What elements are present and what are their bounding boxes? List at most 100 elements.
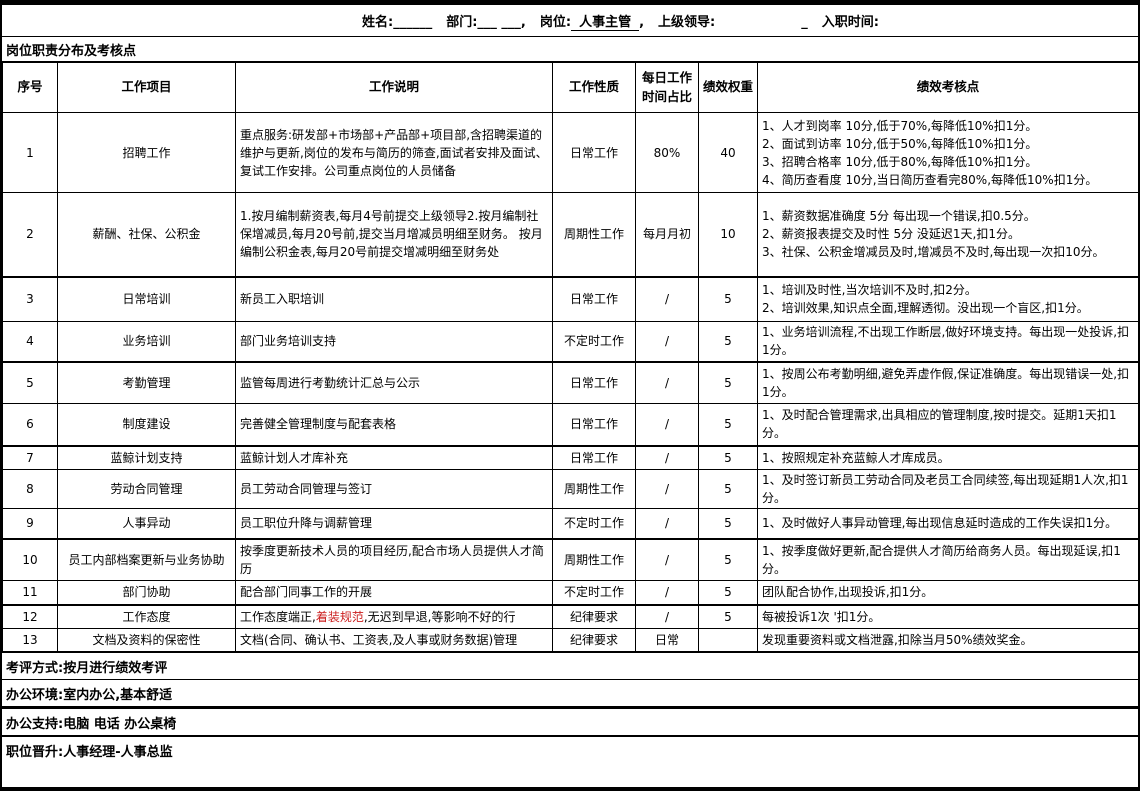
table-row: 12 工作态度 工作态度端正,着装规范,无迟到早退,等影响不好的行 纪律要求 /…: [2, 603, 1139, 629]
cell-points: 发现重要资料或文档泄露,扣除当月50%绩效奖金。: [757, 628, 1139, 652]
cell-ratio: /: [635, 444, 699, 470]
cell-points: 1、人才到岗率 10分,低于70%,每降低10%扣1分。 2、面试到访率 10分…: [757, 112, 1139, 193]
table-row: 10 员工内部档案更新与业务协助 按季度更新技术人员的项目经历,配合市场人员提供…: [2, 537, 1139, 581]
cell-weight: 5: [698, 275, 758, 322]
cell-ratio: /: [635, 275, 699, 322]
cell-points: 1、按周公布考勤明细,避免弄虚作假,保证准确度。每出现错误一处,扣1分。: [757, 360, 1139, 404]
cell-item: 薪酬、社保、公积金: [57, 192, 236, 277]
cell-item: 制度建设: [57, 403, 236, 446]
col-header-ratio: 每日工作 时间占比: [635, 62, 699, 113]
desc-text: ,无迟到早退,等影响不好的行: [363, 609, 516, 624]
cell-seq: 13: [2, 628, 58, 652]
cell-nature: 不定时工作: [552, 580, 636, 605]
cell-seq: 1: [2, 112, 58, 193]
cell-ratio: /: [635, 321, 699, 362]
cell-seq: 7: [2, 444, 58, 470]
cell-nature: 日常工作: [552, 360, 636, 404]
cell-item: 考勤管理: [57, 360, 236, 404]
cell-item: 业务培训: [57, 321, 236, 362]
cell-nature: 日常工作: [552, 112, 636, 193]
cell-weight: 5: [698, 537, 758, 581]
table-row: 4 业务培训 部门业务培训支持 不定时工作 / 5 1、业务培训流程,不出现工作…: [2, 321, 1139, 362]
col-header-item: 工作项目: [57, 62, 236, 113]
cell-nature: 周期性工作: [552, 192, 636, 277]
desc-text: 工作态度端正,: [240, 609, 316, 624]
cell-points: 每被投诉1次 '扣1分。: [757, 603, 1139, 629]
cell-ratio: /: [635, 537, 699, 581]
cell-nature: 不定时工作: [552, 321, 636, 362]
cell-seq: 10: [2, 537, 58, 581]
table-row: 11 部门协助 配合部门同事工作的开展 不定时工作 / 5 团队配合协作,出现投…: [2, 580, 1139, 605]
table-row: 1 招聘工作 重点服务:研发部+市场部+产品部+项目部,含招聘渠道的维护与更新,…: [2, 112, 1139, 193]
cell-ratio: /: [635, 469, 699, 509]
table-row: 3 日常培训 新员工入职培训 日常工作 / 5 1、培训及时性,当次培训不及时,…: [2, 275, 1139, 322]
cell-weight: 5: [698, 580, 758, 605]
cell-item: 招聘工作: [57, 112, 236, 193]
cell-ratio: 每月月初: [635, 192, 699, 277]
cell-weight: 10: [698, 192, 758, 277]
cell-nature: 纪律要求: [552, 603, 636, 629]
cell-nature: 周期性工作: [552, 537, 636, 581]
cell-desc: 员工职位升降与调薪管理: [235, 508, 553, 539]
join-time-label: 入职时间:: [821, 15, 879, 30]
cell-nature: 日常工作: [552, 403, 636, 446]
cell-seq: 9: [2, 508, 58, 539]
cell-weight: 5: [698, 469, 758, 509]
cell-points: 1、按季度做好更新,配合提供人才简历给商务人员。每出现延误,扣1分。: [757, 537, 1139, 581]
cell-ratio: /: [635, 580, 699, 605]
cell-weight: [698, 628, 758, 652]
cell-ratio: /: [635, 508, 699, 539]
cell-seq: 11: [2, 580, 58, 605]
cell-seq: 4: [2, 321, 58, 362]
cell-seq: 2: [2, 192, 58, 277]
cell-item: 劳动合同管理: [57, 469, 236, 509]
col-header-seq: 序号: [2, 62, 58, 113]
cell-nature: 纪律要求: [552, 628, 636, 652]
position-field: 岗位: 人事主管,: [539, 11, 645, 31]
name-label: 姓名:______: [362, 11, 432, 30]
cell-points: 1、及时做好人事异动管理,每出现信息延时造成的工作失误扣1分。: [757, 508, 1139, 539]
table-header-row: 序号 工作项目 工作说明 工作性质 每日工作 时间占比 绩效权重 绩效考核点: [2, 62, 1139, 113]
col-header-points: 绩效考核点: [757, 62, 1139, 113]
col-header-desc: 工作说明: [235, 62, 553, 113]
cell-ratio: 80%: [635, 112, 699, 193]
table-row: 9 人事异动 员工职位升降与调薪管理 不定时工作 / 5 1、及时做好人事异动管…: [2, 508, 1139, 539]
table-row: 2 薪酬、社保、公积金 1.按月编制薪资表,每月4号前提交上级领导2.按月编制社…: [2, 192, 1139, 277]
cell-points: 1、及时配合管理需求,出具相应的管理制度,按时提交。延期1天扣1分。: [757, 403, 1139, 446]
position-label: 岗位:: [539, 15, 572, 30]
footer-office-support: 办公支持:电脑 电话 办公桌椅: [2, 706, 1138, 735]
footer-eval-method: 考评方式:按月进行绩效考评: [2, 652, 1138, 679]
footer-promotion-path: 职位晋升:人事经理-人事总监: [2, 735, 1138, 763]
cell-desc: 工作态度端正,着装规范,无迟到早退,等影响不好的行: [235, 603, 553, 629]
cell-ratio: /: [635, 360, 699, 404]
cell-weight: 5: [698, 444, 758, 470]
cell-seq: 8: [2, 469, 58, 509]
cell-seq: 3: [2, 275, 58, 322]
cell-item: 蓝鲸计划支持: [57, 444, 236, 470]
cell-item: 部门协助: [57, 580, 236, 605]
position-suffix: ,: [639, 15, 645, 30]
table-row: 7 蓝鲸计划支持 蓝鲸计划人才库补充 日常工作 / 5 1、按照规定补充蓝鲸人才…: [2, 444, 1139, 470]
cell-weight: 5: [698, 508, 758, 539]
cell-desc: 1.按月编制薪资表,每月4号前提交上级领导2.按月编制社保增减员,每月20号前,…: [235, 192, 553, 277]
duty-table: 序号 工作项目 工作说明 工作性质 每日工作 时间占比 绩效权重 绩效考核点 1…: [2, 62, 1139, 652]
leader-label: 上级领导:: [658, 15, 716, 30]
cell-seq: 6: [2, 403, 58, 446]
cell-points: 1、培训及时性,当次培训不及时,扣2分。 2、培训效果,知识点全面,理解透彻。没…: [757, 275, 1139, 322]
cell-item: 人事异动: [57, 508, 236, 539]
name-label-text: 姓名:: [362, 15, 394, 30]
cell-nature: 日常工作: [552, 444, 636, 470]
cell-nature: 日常工作: [552, 275, 636, 322]
cell-ratio: 日常: [635, 628, 699, 652]
dept-label-text: 部门:: [446, 15, 478, 30]
cell-weight: 5: [698, 321, 758, 362]
cell-points: 1、业务培训流程,不出现工作断层,做好环境支持。每出现一处投诉,扣1分。: [757, 321, 1139, 362]
cell-nature: 周期性工作: [552, 469, 636, 509]
dept-blank: ___ ___,: [477, 15, 526, 30]
name-blank: ______: [393, 15, 433, 30]
footer-office-environment: 办公环境:室内办公,基本舒适: [2, 679, 1138, 706]
cell-desc: 按季度更新技术人员的项目经历,配合市场人员提供人才简历: [235, 537, 553, 581]
col-header-weight: 绩效权重: [698, 62, 758, 113]
cell-item: 文档及资料的保密性: [57, 628, 236, 652]
